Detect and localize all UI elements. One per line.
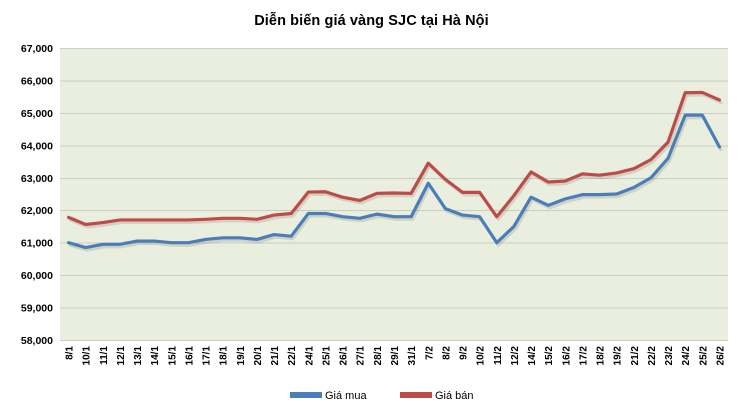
- x-tick-label: 15/1: [167, 346, 178, 366]
- x-tick-label: 12/2: [510, 346, 521, 366]
- x-axis-labels: 8/1 10/1 11/1 12/1 13/1 14/1 15/1 16/1 17/1 18/1 1…: [65, 346, 727, 366]
- y-tick-label: 62,000: [21, 205, 53, 217]
- x-tick-label: 17/2: [578, 346, 589, 366]
- y-tick-label: 58,000: [21, 335, 53, 347]
- series-shadow-giá-bán: [68, 93, 723, 229]
- x-tick-label: 18/2: [596, 346, 607, 366]
- x-tick-label: 14/1: [150, 346, 161, 366]
- y-tick-label: 67,000: [21, 43, 53, 55]
- legend-label: Giá bán: [435, 390, 474, 402]
- x-tick-label: 24/2: [681, 346, 692, 366]
- x-tick-label: 11/1: [99, 346, 110, 365]
- x-tick-label: 26/1: [339, 346, 350, 366]
- y-tick-label: 60,000: [21, 270, 53, 282]
- x-tick-label: 18/1: [219, 346, 230, 366]
- x-tick-label: 25/1: [321, 346, 332, 366]
- data-series-group: [66, 90, 723, 252]
- x-tick-label: 29/1: [390, 346, 401, 366]
- x-tick-label: 27/1: [356, 346, 367, 366]
- gridlines: [60, 48, 728, 341]
- x-tick-label: 15/2: [544, 346, 555, 366]
- x-tick-label: 21/1: [270, 346, 281, 366]
- y-tick-label: 64,000: [21, 140, 53, 152]
- x-tick-label: 26/2: [715, 346, 726, 366]
- x-tick-label: 24/1: [304, 346, 315, 366]
- y-tick-label: 61,000: [21, 238, 53, 250]
- x-tick-label: 8/2: [441, 346, 452, 360]
- x-tick-label: 21/2: [630, 346, 641, 366]
- y-tick-label: 65,000: [21, 108, 53, 120]
- x-tick-label: 12/1: [116, 346, 127, 366]
- x-tick-label: 16/1: [184, 346, 195, 366]
- series-shadow-giá-mua: [68, 116, 723, 252]
- x-tick-label: 23/2: [664, 346, 675, 366]
- series-line-giá-bán: [66, 90, 722, 227]
- x-tick-label: 11/2: [493, 346, 504, 365]
- y-tick-label: 66,000: [21, 75, 53, 87]
- x-tick-label: 22/2: [647, 346, 658, 366]
- chart-legend[interactable]: Giá mua Giá bán: [290, 390, 474, 402]
- series-line-giá-mua: [66, 113, 722, 250]
- y-tick-label: 59,000: [21, 303, 53, 315]
- x-tick-label: 7/2: [424, 346, 435, 360]
- x-tick-label: 17/1: [202, 346, 213, 366]
- x-tick-label: 10/1: [82, 346, 93, 366]
- x-tick-label: 19/2: [613, 346, 624, 366]
- x-tick-label: 10/2: [476, 346, 487, 366]
- x-tick-label: 9/2: [459, 346, 470, 360]
- x-tick-label: 20/1: [253, 346, 264, 366]
- x-tick-label: 14/2: [527, 346, 538, 366]
- legend-label: Giá mua: [325, 390, 367, 402]
- y-axis-labels: 67,000 66,000 65,000 64,000 63,000 62,000 61,0…: [21, 43, 53, 347]
- y-tick-label: 63,000: [21, 173, 53, 185]
- x-tick-label: 16/2: [561, 346, 572, 366]
- chart-title: Diễn biến giá vàng SJC tại Hà Nội: [254, 13, 489, 29]
- x-tick-label: 8/1: [65, 346, 76, 360]
- x-tick-label: 13/1: [133, 346, 144, 366]
- x-tick-label: 22/1: [287, 346, 298, 366]
- x-tick-label: 19/1: [236, 346, 247, 366]
- x-tick-label: 25/2: [698, 346, 709, 366]
- x-tick-label: 28/1: [373, 346, 384, 366]
- x-tick-label: 31/1: [407, 346, 418, 366]
